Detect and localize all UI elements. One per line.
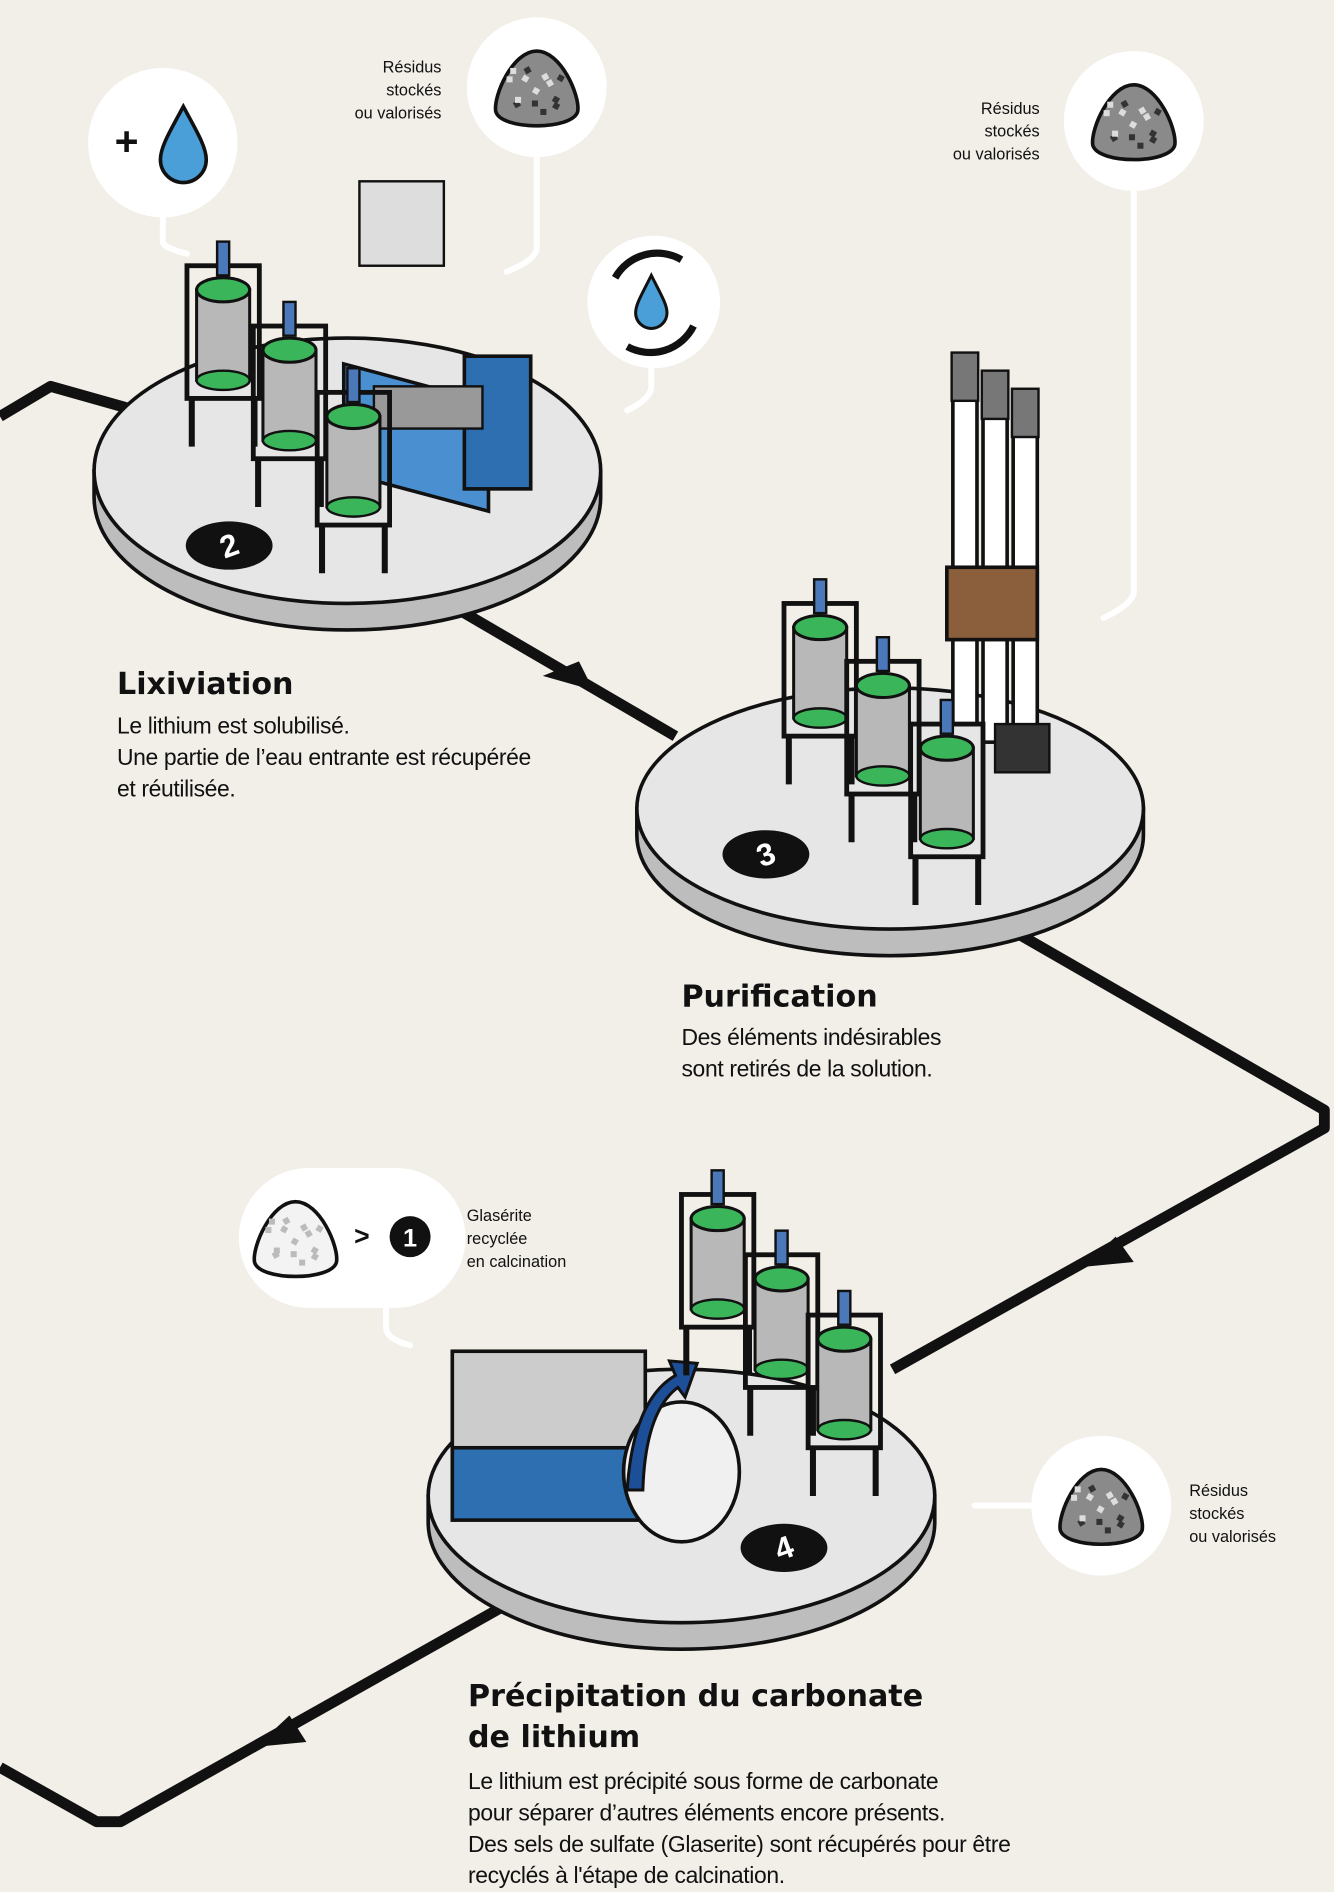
- valve: [776, 1231, 788, 1265]
- speck: [1105, 1527, 1111, 1533]
- column: [983, 380, 1007, 742]
- step-description: Le lithium est précipité sous forme de c…: [468, 1768, 938, 1794]
- tank-top: [197, 278, 250, 302]
- valve: [712, 1170, 724, 1204]
- speck: [507, 76, 513, 82]
- tank-top: [755, 1267, 808, 1291]
- tank-top: [856, 673, 909, 697]
- filter-plates: [359, 181, 443, 265]
- step-description: recyclés à l'étape de calcination.: [468, 1862, 785, 1888]
- step-title: Lixiviation: [117, 667, 294, 702]
- column-cap: [952, 353, 979, 401]
- callout-label: stockés: [985, 123, 1040, 141]
- tank-body: [327, 417, 380, 507]
- callout-label: ou valorisés: [355, 105, 442, 123]
- step-description: Le lithium est solubilisé.: [117, 713, 350, 739]
- body: + > 1 Résidus stockés ou valorisés Résidus s…: [0, 0, 1334, 1892]
- tank-bottom: [920, 829, 973, 848]
- callout-label: stockés: [386, 82, 441, 100]
- recycle-arrow: >: [354, 1221, 370, 1251]
- column-cap: [982, 371, 1009, 419]
- valve: [347, 368, 359, 402]
- tank-bottom: [691, 1299, 744, 1318]
- speck: [1107, 102, 1113, 108]
- tank-top: [263, 338, 316, 362]
- tank-body: [755, 1279, 808, 1369]
- speck: [265, 1227, 271, 1233]
- step-title: Purification: [681, 979, 877, 1014]
- speck: [291, 1251, 297, 1257]
- valve: [941, 700, 953, 734]
- plus-sign: +: [115, 118, 139, 164]
- speck: [274, 1248, 280, 1254]
- callout-label: ou valorisés: [953, 146, 1040, 164]
- callout-label: Glasérite: [467, 1207, 532, 1225]
- step-description: Des éléments indésirables: [681, 1024, 941, 1050]
- speck: [540, 109, 546, 115]
- valve: [283, 302, 295, 336]
- tank-top: [920, 736, 973, 760]
- tank-top: [691, 1207, 744, 1231]
- step-description: Une partie de l’eau entrante est récupér…: [117, 744, 531, 770]
- centrifuge-base: [452, 1448, 645, 1520]
- speck: [1075, 1486, 1081, 1492]
- page: Lithium process {"steps":[ {"number":"2"…: [0, 0, 1334, 1892]
- valve: [877, 637, 889, 671]
- tank-bottom: [327, 497, 380, 516]
- tank-bottom: [263, 431, 316, 450]
- tank-bottom: [856, 766, 909, 785]
- column-base: [995, 724, 1049, 772]
- speck: [1104, 110, 1110, 116]
- speck: [532, 100, 538, 106]
- column: [953, 362, 977, 724]
- speck: [1096, 1519, 1102, 1525]
- step-description: sont retirés de la solution.: [681, 1055, 932, 1081]
- speck: [1112, 131, 1118, 137]
- tank-top: [818, 1327, 871, 1351]
- step-description: pour séparer d’autres éléments encore pr…: [468, 1799, 945, 1825]
- callout-label: Résidus: [1189, 1482, 1248, 1500]
- step-title: de lithium: [468, 1720, 640, 1755]
- speck: [515, 97, 521, 103]
- valve: [217, 242, 229, 276]
- column-cap: [1012, 389, 1039, 437]
- speck: [1129, 134, 1135, 140]
- speck: [1080, 1515, 1086, 1521]
- callout-label: ou valorisés: [1189, 1528, 1276, 1546]
- callout-label: Résidus: [981, 100, 1040, 118]
- tank-top: [327, 404, 380, 428]
- tank-bottom: [818, 1420, 871, 1439]
- step-title: Précipitation du carbonate: [468, 1679, 923, 1714]
- speck: [1137, 143, 1143, 149]
- speck: [1071, 1495, 1077, 1501]
- column-frame: [947, 567, 1037, 639]
- diagram: + > 1 Résidus stockés ou valorisés Résidus s…: [0, 0, 1334, 1892]
- valve: [814, 579, 826, 613]
- callout-label: Résidus: [383, 59, 442, 77]
- tank-body: [794, 628, 847, 718]
- callout-label: recyclée: [467, 1230, 528, 1248]
- step-1-number: 1: [403, 1224, 417, 1252]
- callout-label: stockés: [1189, 1505, 1244, 1523]
- tank-bottom: [794, 708, 847, 727]
- speck: [299, 1260, 305, 1266]
- tank-bottom: [755, 1360, 808, 1379]
- callout-label: en calcination: [467, 1253, 566, 1271]
- valve: [838, 1291, 850, 1325]
- tank-top: [794, 616, 847, 640]
- step-description: Des sels de sulfate (Glaserite) sont réc…: [468, 1831, 1010, 1857]
- step-description: et réutilisée.: [117, 775, 235, 801]
- speck: [269, 1219, 275, 1225]
- speck: [510, 68, 516, 74]
- tank-bottom: [197, 371, 250, 390]
